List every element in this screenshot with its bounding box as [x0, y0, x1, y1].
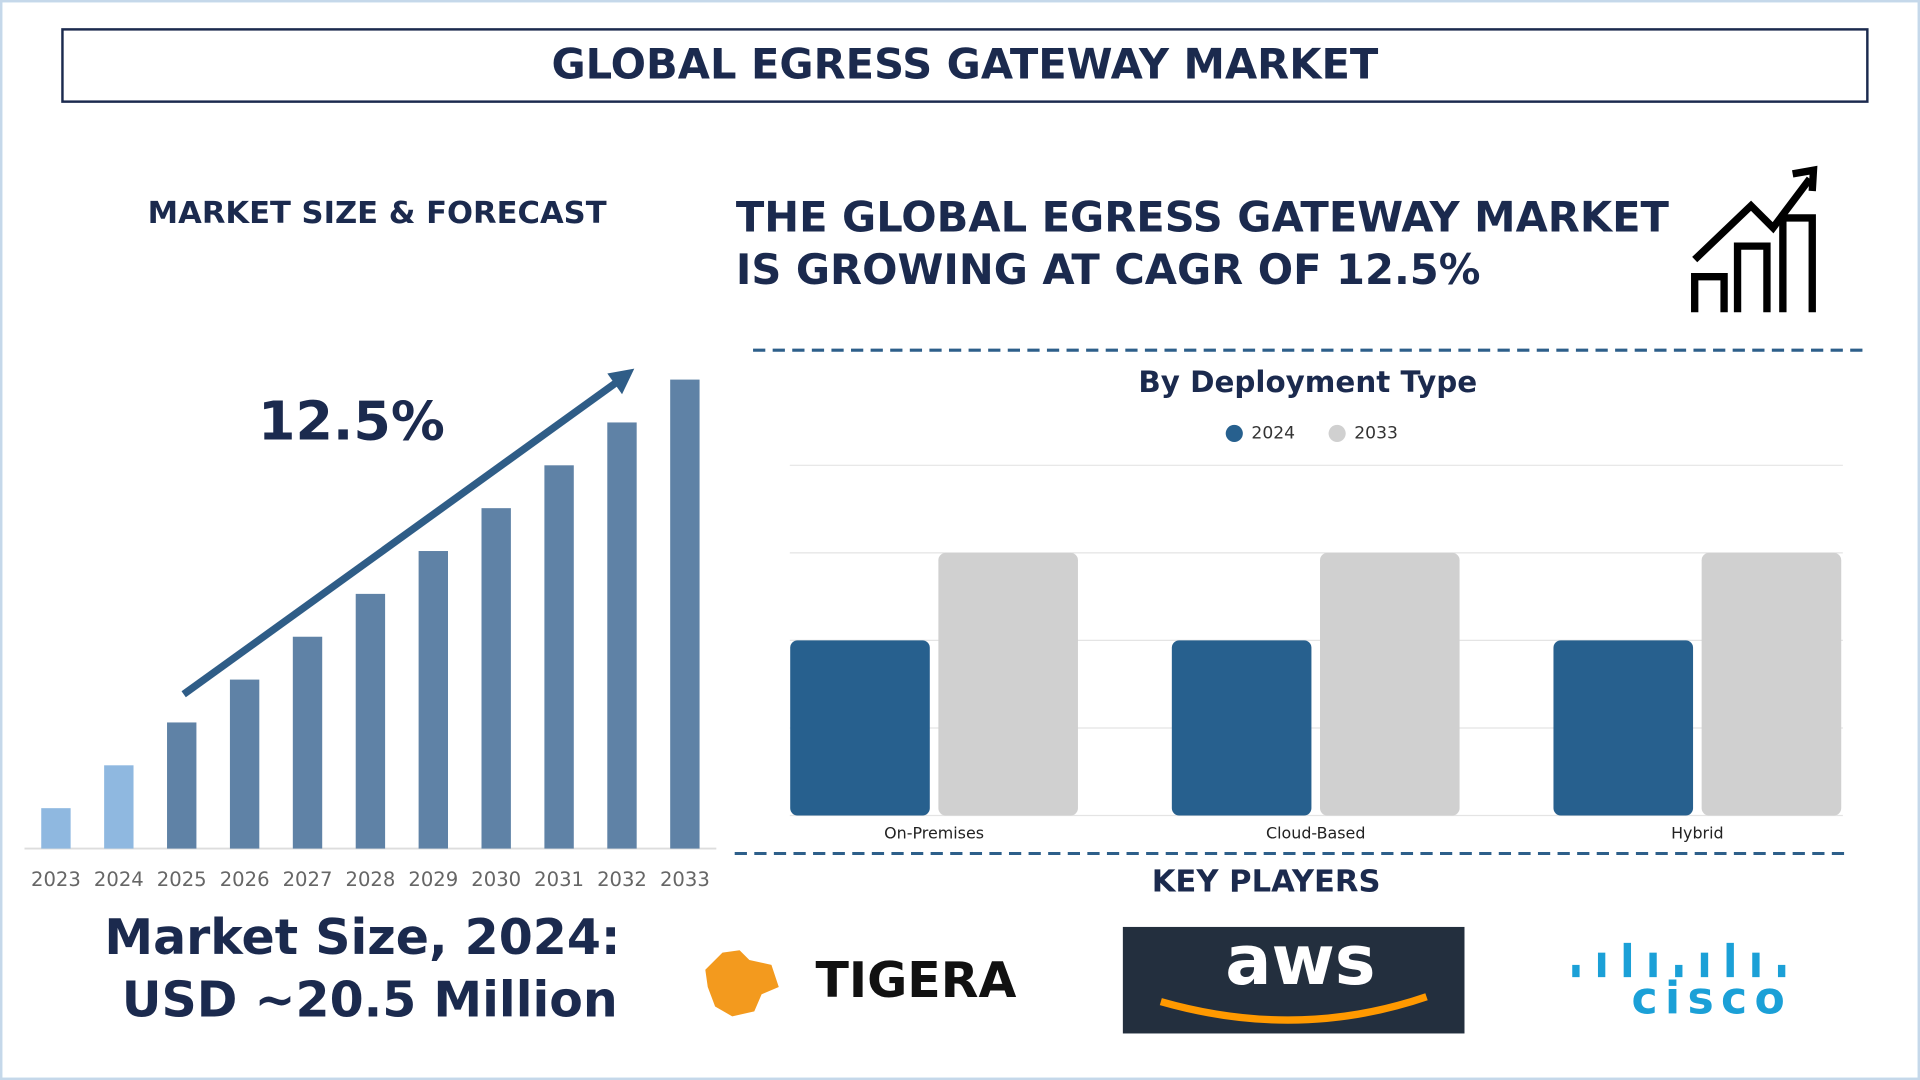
cisco-logo: cisco: [1572, 942, 1793, 1025]
x-tick-label: On-Premises: [884, 823, 984, 842]
bar: [1320, 552, 1460, 816]
cisco-bar: [1675, 964, 1683, 978]
market-size-value: USD ~20.5 Million: [122, 971, 618, 1028]
cagr-annotation: 12.5%: [258, 390, 445, 453]
player-name: cisco: [1632, 974, 1793, 1025]
bar: [41, 808, 71, 849]
growth-icon: [1691, 165, 1818, 313]
bar: [544, 465, 574, 849]
section-title: MARKET SIZE & FORECAST: [148, 196, 607, 231]
cisco-bar: [1700, 952, 1709, 978]
legend-label: 2024: [1251, 423, 1295, 443]
x-tick-label: 2033: [660, 868, 710, 891]
x-tick-label: 2024: [94, 868, 144, 891]
chart-title: By Deployment Type: [1138, 365, 1477, 399]
headline: THE GLOBAL EGRESS GATEWAY MARKET: [736, 192, 1670, 241]
bar: [292, 636, 323, 849]
bar: [418, 551, 448, 849]
bar: [607, 422, 637, 849]
arrow-head: [607, 368, 635, 395]
icon-arrow: [1692, 176, 1813, 263]
aws-background: [1122, 926, 1465, 1034]
legend-swatch: [1225, 424, 1243, 443]
x-tick-label: 2026: [220, 868, 270, 891]
x-tick-label: 2028: [345, 868, 395, 891]
x-tick-label: 2025: [157, 868, 207, 891]
bar: [167, 722, 197, 849]
cisco-bar: [1649, 952, 1657, 978]
headline: IS GROWING AT CAGR OF 12.5%: [736, 245, 1481, 294]
x-tick-label: 2029: [408, 868, 458, 891]
bar: [1701, 552, 1842, 816]
x-tick-label: 2030: [471, 868, 521, 891]
icon-bar: [1779, 214, 1816, 313]
x-tick-label: 2031: [534, 868, 584, 891]
cisco-bar: [1777, 964, 1786, 978]
arrow-line: [181, 375, 625, 698]
bar: [938, 552, 1078, 816]
key-players-title: KEY PLAYERS: [1152, 864, 1381, 899]
player-name: TIGERA: [815, 952, 1016, 1009]
tigera-logo: TIGERA: [705, 950, 1016, 1017]
cisco-bar: [1726, 942, 1734, 978]
x-tick-label: 2027: [283, 868, 333, 891]
legend-label: 2033: [1354, 423, 1398, 443]
cisco-bar: [1752, 952, 1760, 978]
legend-swatch: [1328, 424, 1346, 443]
tigera-mark: [705, 950, 779, 1017]
bar: [1171, 640, 1312, 816]
market-size-label: Market Size, 2024:: [104, 909, 620, 966]
x-tick-label: Hybrid: [1671, 823, 1724, 842]
cisco-bar: [1572, 964, 1580, 978]
cisco-bar: [1623, 942, 1632, 978]
bar: [790, 640, 930, 816]
bar: [1553, 640, 1694, 816]
page-title: GLOBAL EGRESS GATEWAY MARKET: [551, 39, 1378, 88]
bar: [355, 593, 386, 849]
title-box: [61, 28, 1869, 103]
bar: [229, 679, 260, 849]
icon-arrow-head: [1792, 165, 1818, 192]
bar: [104, 765, 134, 849]
aws-logo: aws: [1122, 921, 1465, 1034]
player-name: aws: [1225, 921, 1375, 1001]
x-tick-label: 2023: [31, 868, 81, 891]
cisco-bar: [1597, 952, 1606, 978]
bar: [670, 379, 700, 849]
x-tick-label: 2032: [597, 868, 647, 891]
aws-smile: [1159, 993, 1428, 1024]
x-tick-label: Cloud-Based: [1266, 823, 1365, 842]
bar: [481, 508, 511, 849]
icon-bar: [1691, 273, 1728, 313]
growth-arrow: [181, 368, 635, 698]
icon-bar: [1733, 242, 1771, 313]
